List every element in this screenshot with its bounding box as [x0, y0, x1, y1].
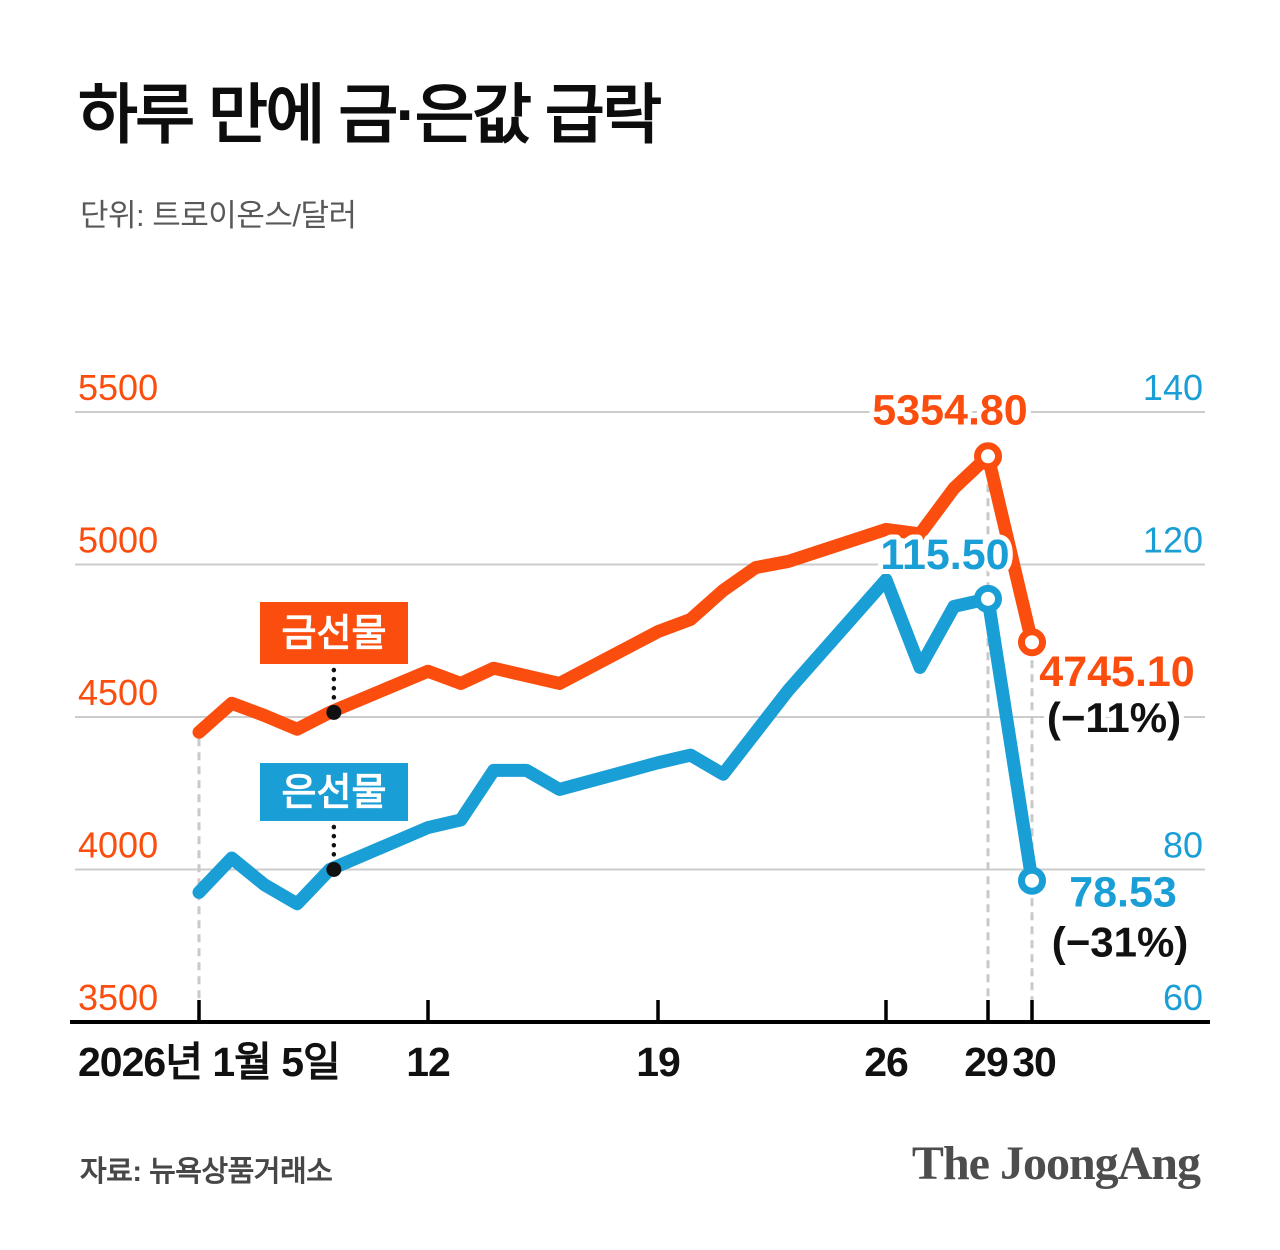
value-annotation: 115.50 — [880, 531, 1009, 579]
change-annotation: (−11%) — [1047, 694, 1181, 741]
x-axis-tick-label: 12 — [406, 1039, 450, 1085]
callout-dot — [326, 704, 342, 720]
end-marker — [1018, 866, 1046, 895]
right-axis-tick-label: 120 — [1143, 520, 1203, 561]
x-axis-tick-label: 26 — [864, 1039, 908, 1085]
silver-series-line — [192, 573, 1039, 911]
left-axis-tick-label: 4500 — [78, 672, 158, 713]
source-note: 자료: 뉴욕상품거래소 — [80, 1156, 333, 1188]
right-axis-tick-label: 80 — [1163, 825, 1203, 866]
x-axis-tick-label: 2026년 1월 5일 — [78, 1039, 340, 1085]
left-axis-tick-label: 5500 — [78, 367, 158, 408]
end-marker — [1018, 628, 1046, 657]
value-annotation: 5354.80 — [872, 386, 1027, 434]
series-label-gold: 금선물 — [282, 613, 387, 655]
left-axis-tick-label: 4000 — [78, 825, 158, 866]
end-marker — [974, 584, 1002, 613]
left-axis-tick-label: 5000 — [78, 520, 158, 561]
right-axis-tick-label: 140 — [1143, 367, 1203, 408]
gold-series-line — [192, 449, 1039, 739]
x-axis-tick-label: 19 — [636, 1039, 680, 1085]
unit-note: 단위: 트로이온스/달러 — [80, 198, 357, 233]
page-title: 하루 만에 금·은값 급락 — [78, 78, 662, 151]
end-marker — [974, 442, 1002, 471]
right-axis-tick-label: 60 — [1163, 977, 1203, 1018]
change-annotation: (−31%) — [1052, 919, 1189, 966]
x-axis-tick-label: 29 — [964, 1039, 1008, 1085]
left-axis-tick-label: 3500 — [78, 977, 158, 1018]
value-annotation: 78.53 — [1069, 869, 1177, 917]
joongang-logo: The JoongAng — [911, 1137, 1201, 1190]
series-label-silver: 은선물 — [282, 772, 387, 814]
value-annotation: 4745.10 — [1039, 648, 1194, 696]
x-axis-tick-label: 30 — [1012, 1039, 1056, 1085]
callout-dot — [326, 862, 342, 877]
series-label-box — [260, 763, 408, 821]
series-label-box — [260, 602, 408, 664]
